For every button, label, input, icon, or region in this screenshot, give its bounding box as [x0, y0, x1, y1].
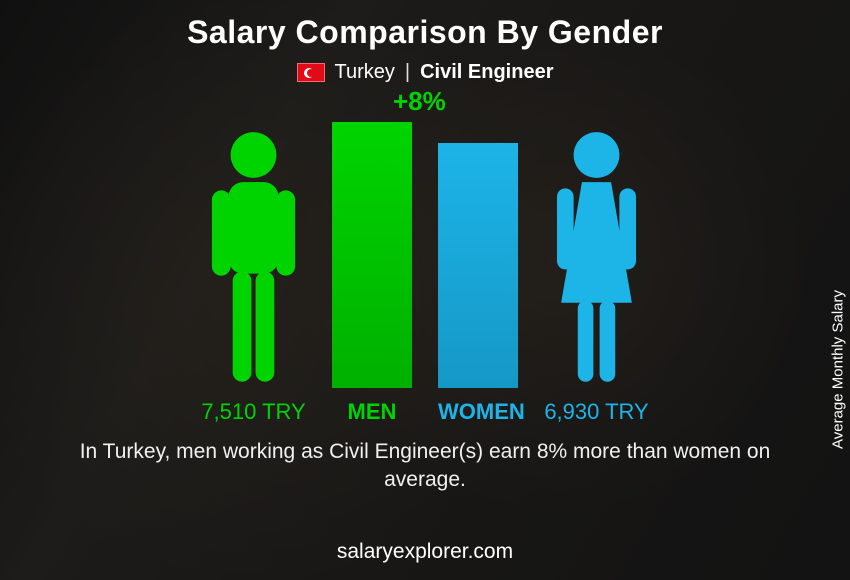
page-title: Salary Comparison By Gender [187, 14, 663, 51]
chart-bars [125, 98, 725, 388]
salary-bar-chart: +8% [125, 92, 725, 432]
y-axis-label: Average Monthly Salary [830, 290, 847, 449]
man-icon [201, 128, 306, 388]
infographic-content: Salary Comparison By Gender Turkey | Civ… [0, 0, 850, 580]
women-bar [438, 143, 518, 388]
turkey-flag-icon [297, 63, 325, 82]
caption-text: In Turkey, men working as Civil Engineer… [55, 438, 795, 495]
men-value: 7,510 TRY [201, 399, 306, 425]
women-value: 6,930 TRY [544, 399, 649, 425]
chart-labels: 7,510 TRY MEN WOMEN 6,930 TRY [125, 392, 725, 432]
footer-source: salaryexplorer.com [0, 540, 850, 564]
woman-icon [544, 128, 649, 388]
country-label: Turkey [335, 61, 395, 84]
subtitle-row: Turkey | Civil Engineer [297, 61, 554, 84]
job-title-label: Civil Engineer [420, 61, 553, 84]
separator: | [405, 61, 410, 84]
men-category: MEN [332, 399, 412, 425]
women-category: WOMEN [438, 399, 518, 425]
men-bar [332, 122, 412, 388]
